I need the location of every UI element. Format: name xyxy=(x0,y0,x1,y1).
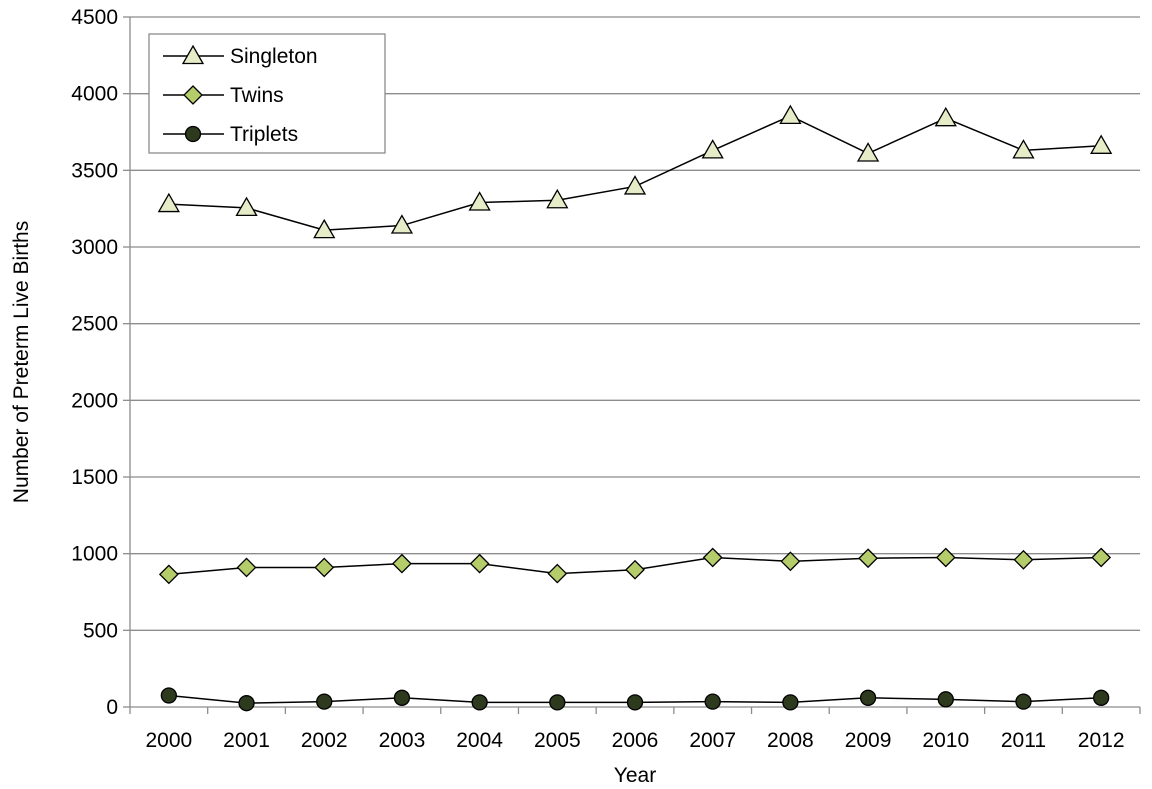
singleton-point xyxy=(1090,134,1113,154)
triplets-point xyxy=(937,691,954,708)
triplets-point xyxy=(549,694,566,711)
twins-point xyxy=(236,557,257,578)
x-tick-label: 2010 xyxy=(922,729,969,752)
triplets-point xyxy=(1093,689,1110,706)
singleton-point xyxy=(390,214,414,234)
y-tick-label: 3500 xyxy=(71,159,118,182)
singleton-point xyxy=(313,218,336,239)
twins-point xyxy=(392,553,412,574)
triplets-point xyxy=(782,694,799,711)
y-tick-label: 0 xyxy=(106,696,118,719)
legend: Singleton Twins Triplets xyxy=(148,33,386,154)
gridlines xyxy=(130,16,1140,631)
triplets-point xyxy=(393,689,411,706)
twins-point xyxy=(469,553,490,574)
singleton-point xyxy=(623,175,647,195)
legend-label-singleton: Singleton xyxy=(230,45,318,68)
triplets-point xyxy=(626,694,644,711)
y-tick-label: 4000 xyxy=(71,83,118,106)
triplets-point xyxy=(859,689,877,706)
series-group xyxy=(157,104,1113,712)
twins-point xyxy=(702,547,723,568)
legend-label-twins: Twins xyxy=(230,84,284,107)
y-axis-ticks: 0 500 1000 1500 2000 2500 3000 3500 4000 4500 xyxy=(71,6,130,719)
y-tick-label: 2000 xyxy=(71,389,118,412)
twins-point xyxy=(935,547,956,568)
y-tick-label: 500 xyxy=(83,619,118,642)
x-tick-label: 2002 xyxy=(301,729,348,752)
x-tick-label: 2009 xyxy=(845,729,892,752)
triplets-point xyxy=(704,693,721,710)
y-tick-label: 1000 xyxy=(71,543,118,566)
triplets-point xyxy=(238,695,255,712)
triplets-point xyxy=(160,687,177,704)
singleton-point xyxy=(468,191,491,211)
singleton-point xyxy=(934,106,957,127)
legend-marker-singleton xyxy=(181,44,205,65)
triplets-point xyxy=(1015,693,1032,710)
x-tick-label: 2012 xyxy=(1078,729,1125,752)
singleton-point xyxy=(546,188,569,209)
y-tick-label: 4500 xyxy=(71,6,118,29)
twins-point xyxy=(1091,547,1112,568)
x-tick-label: 2000 xyxy=(145,729,192,752)
x-tick-label: 2004 xyxy=(456,729,503,752)
twins-point xyxy=(1013,549,1034,570)
series-singleton xyxy=(157,104,1113,239)
singleton-point xyxy=(235,196,258,217)
y-axis-label: Number of Preterm Live Births xyxy=(10,221,33,503)
singleton-point xyxy=(779,104,802,125)
singleton-point xyxy=(157,192,180,213)
x-tick-label: 2001 xyxy=(223,729,270,752)
legend-label-triplets: Triplets xyxy=(230,123,298,146)
series-twins xyxy=(158,547,1112,585)
y-tick-label: 3000 xyxy=(71,236,118,259)
twins-point xyxy=(547,563,568,584)
x-tick-label: 2007 xyxy=(689,729,736,752)
triplets-point xyxy=(471,694,488,711)
triplets-point xyxy=(316,693,333,710)
singleton-point xyxy=(701,139,724,159)
twins-point xyxy=(158,564,179,585)
series-triplets xyxy=(160,687,1110,712)
y-tick-label: 1500 xyxy=(71,466,118,489)
legend-marker-triplets xyxy=(184,125,202,143)
x-tick-label: 2006 xyxy=(612,729,659,752)
twins-point xyxy=(625,559,645,580)
y-tick-label: 2500 xyxy=(71,313,118,336)
x-tick-label: 2011 xyxy=(1001,729,1046,752)
x-tick-label: 2005 xyxy=(534,729,581,752)
singleton-point xyxy=(1012,139,1035,159)
twins-point xyxy=(858,548,878,569)
x-tick-label: 2003 xyxy=(379,729,426,752)
x-axis-ticks: 2000 2001 2002 2003 2004 2005 2006 2007 2008 2009… xyxy=(129,707,1141,752)
twins-point xyxy=(780,551,801,572)
x-tick-label: 2008 xyxy=(767,729,814,752)
legend-marker-twins xyxy=(183,85,203,105)
x-axis-label: Year xyxy=(614,764,656,787)
singleton-point xyxy=(856,142,880,162)
twins-point xyxy=(314,557,335,578)
